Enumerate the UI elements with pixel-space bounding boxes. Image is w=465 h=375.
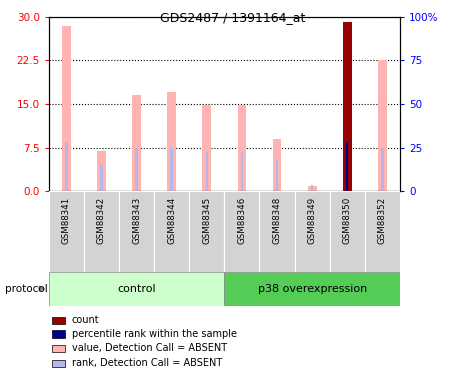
Bar	[171, 148, 173, 191]
Bar	[49, 191, 84, 272]
Text: control: control	[117, 284, 156, 294]
Bar	[241, 152, 243, 191]
Bar	[202, 105, 211, 191]
Text: GSM88341: GSM88341	[62, 197, 71, 244]
Bar	[65, 142, 67, 191]
Bar	[308, 186, 317, 191]
Bar	[53, 330, 65, 338]
Bar	[311, 186, 313, 191]
Bar	[225, 272, 400, 306]
Bar	[97, 150, 106, 191]
Bar	[135, 148, 138, 191]
Bar	[381, 148, 384, 191]
Bar	[189, 191, 225, 272]
Bar	[276, 159, 278, 191]
Bar	[225, 191, 259, 272]
Bar	[53, 345, 65, 352]
Bar	[62, 26, 71, 191]
Text: GSM88352: GSM88352	[378, 197, 387, 244]
Bar	[119, 191, 154, 272]
Text: GSM88343: GSM88343	[132, 197, 141, 244]
Bar	[154, 191, 189, 272]
Text: count: count	[72, 315, 99, 325]
Bar	[132, 95, 141, 191]
Bar	[84, 191, 119, 272]
Text: GSM88345: GSM88345	[202, 197, 211, 244]
Bar	[167, 93, 176, 191]
Bar	[53, 316, 65, 324]
Bar	[53, 360, 65, 367]
Text: GSM88344: GSM88344	[167, 197, 176, 244]
Text: GSM88348: GSM88348	[272, 197, 281, 244]
Bar	[343, 21, 352, 191]
Bar	[365, 191, 400, 272]
Text: protocol: protocol	[5, 284, 47, 294]
Text: GDS2487 / 1391164_at: GDS2487 / 1391164_at	[160, 11, 305, 24]
Bar	[259, 191, 295, 272]
Text: GSM88342: GSM88342	[97, 197, 106, 244]
Bar	[238, 105, 246, 191]
Text: percentile rank within the sample: percentile rank within the sample	[72, 329, 237, 339]
Bar	[272, 139, 281, 191]
Text: GSM88349: GSM88349	[308, 197, 317, 244]
Bar	[49, 272, 225, 306]
Text: rank, Detection Call = ABSENT: rank, Detection Call = ABSENT	[72, 358, 222, 369]
Bar	[330, 191, 365, 272]
Text: value, Detection Call = ABSENT: value, Detection Call = ABSENT	[72, 344, 227, 354]
Text: GSM88350: GSM88350	[343, 197, 352, 244]
Text: GSM88346: GSM88346	[238, 197, 246, 244]
Bar	[100, 165, 103, 191]
Text: p38 overexpression: p38 overexpression	[258, 284, 367, 294]
Bar	[295, 191, 330, 272]
Bar	[346, 142, 348, 191]
Bar	[206, 152, 208, 191]
Bar	[346, 142, 348, 191]
Bar	[343, 21, 352, 191]
Bar	[378, 60, 387, 191]
